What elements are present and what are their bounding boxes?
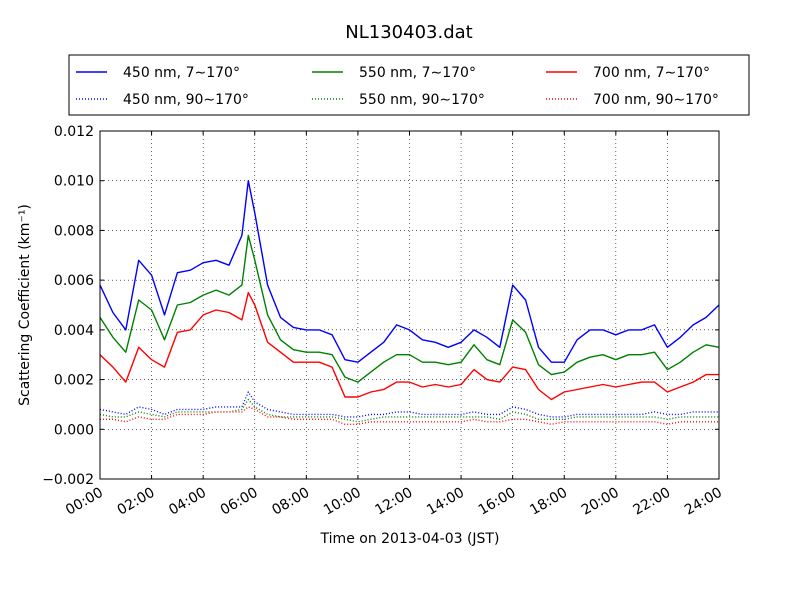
x-tick-label: 08:00 <box>269 485 312 519</box>
x-tick-label: 00:00 <box>63 485 106 519</box>
y-tick-label: −0.002 <box>42 472 94 488</box>
y-tick-labels: −0.002 0.000 0.002 0.004 0.006 0.008 0.010 0.01… <box>42 124 94 488</box>
x-axis-title: Time on 2013-04-03 (JST) <box>320 531 500 547</box>
x-tick-label: 16:00 <box>476 485 519 519</box>
legend-450nm-90-170-label: 450 nm, 90∼170° <box>123 92 249 108</box>
y-tick-label: 0.008 <box>54 223 94 239</box>
legend: 450 nm, 7∼170° 550 nm, 7∼170° 700 nm, 7∼17… <box>68 54 750 116</box>
chart-title: NL130403.dat <box>345 22 472 43</box>
legend-550nm-7-170-label: 550 nm, 7∼170° <box>359 65 476 81</box>
x-tick-label: 10:00 <box>321 485 364 519</box>
legend-550nm-90-170-label: 550 nm, 90∼170° <box>359 92 485 108</box>
x-tick-label: 06:00 <box>218 485 261 519</box>
y-tick-label: 0.002 <box>54 373 94 389</box>
legend-box <box>68 54 750 116</box>
x-tick-label: 12:00 <box>373 485 416 519</box>
x-tick-label: 22:00 <box>630 485 673 519</box>
y-tick-label: 0.010 <box>54 174 94 190</box>
y-tick-label: 0.004 <box>54 323 94 339</box>
x-tick-label: 18:00 <box>527 485 570 519</box>
series-layer <box>99 179 720 425</box>
y-axis-title: Scattering Coefficient (km⁻¹) <box>17 204 33 406</box>
series-450nm-7-170-line <box>99 179 720 363</box>
x-tick-label: 20:00 <box>579 485 622 519</box>
series-550nm-90-170-line <box>99 398 719 423</box>
legend-450nm-7-170-label: 450 nm, 7∼170° <box>123 65 240 81</box>
y-tick-label: 0.006 <box>54 273 94 289</box>
x-tick-label: 24:00 <box>682 485 725 519</box>
legend-700nm-7-170-label: 700 nm, 7∼170° <box>593 65 710 81</box>
series-550nm-7-170-line <box>99 234 720 383</box>
ticks <box>99 130 720 480</box>
series-700nm-7-170-line <box>99 291 719 401</box>
legend-700nm-90-170-label: 700 nm, 90∼170° <box>593 92 719 108</box>
grid <box>99 130 720 480</box>
x-tick-label: 14:00 <box>424 485 467 519</box>
x-tick-label: 04:00 <box>166 485 209 519</box>
y-tick-label: 0.012 <box>54 124 94 140</box>
y-tick-label: 0.000 <box>54 422 94 438</box>
x-tick-labels: 00:00 02:00 04:00 06:00 08:00 10:00 12:00 14:00… <box>63 485 725 519</box>
x-tick-label: 02:00 <box>115 485 158 519</box>
